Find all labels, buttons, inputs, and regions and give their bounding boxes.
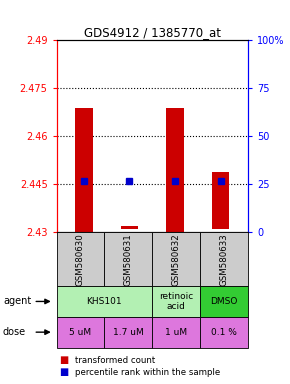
- Bar: [121, 226, 138, 229]
- Text: ■: ■: [59, 367, 69, 377]
- Text: ■: ■: [59, 355, 69, 365]
- Text: 0.1 %: 0.1 %: [211, 328, 237, 337]
- Text: DMSO: DMSO: [210, 297, 238, 306]
- Title: GDS4912 / 1385770_at: GDS4912 / 1385770_at: [84, 26, 221, 39]
- Bar: [166, 108, 184, 232]
- Text: transformed count: transformed count: [75, 356, 156, 365]
- Text: GSM580630: GSM580630: [76, 233, 85, 286]
- Text: 5 uM: 5 uM: [69, 328, 92, 337]
- Bar: [212, 172, 229, 229]
- Bar: [75, 108, 93, 232]
- Text: 1.7 uM: 1.7 uM: [113, 328, 144, 337]
- Text: GSM580632: GSM580632: [172, 233, 181, 286]
- Text: retinoic
acid: retinoic acid: [159, 292, 193, 311]
- Text: percentile rank within the sample: percentile rank within the sample: [75, 368, 221, 377]
- Text: GSM580631: GSM580631: [124, 233, 133, 286]
- Text: GSM580633: GSM580633: [220, 233, 229, 286]
- Text: dose: dose: [3, 327, 26, 337]
- Text: 1 uM: 1 uM: [165, 328, 187, 337]
- Text: KHS101: KHS101: [87, 297, 122, 306]
- Text: agent: agent: [3, 296, 31, 306]
